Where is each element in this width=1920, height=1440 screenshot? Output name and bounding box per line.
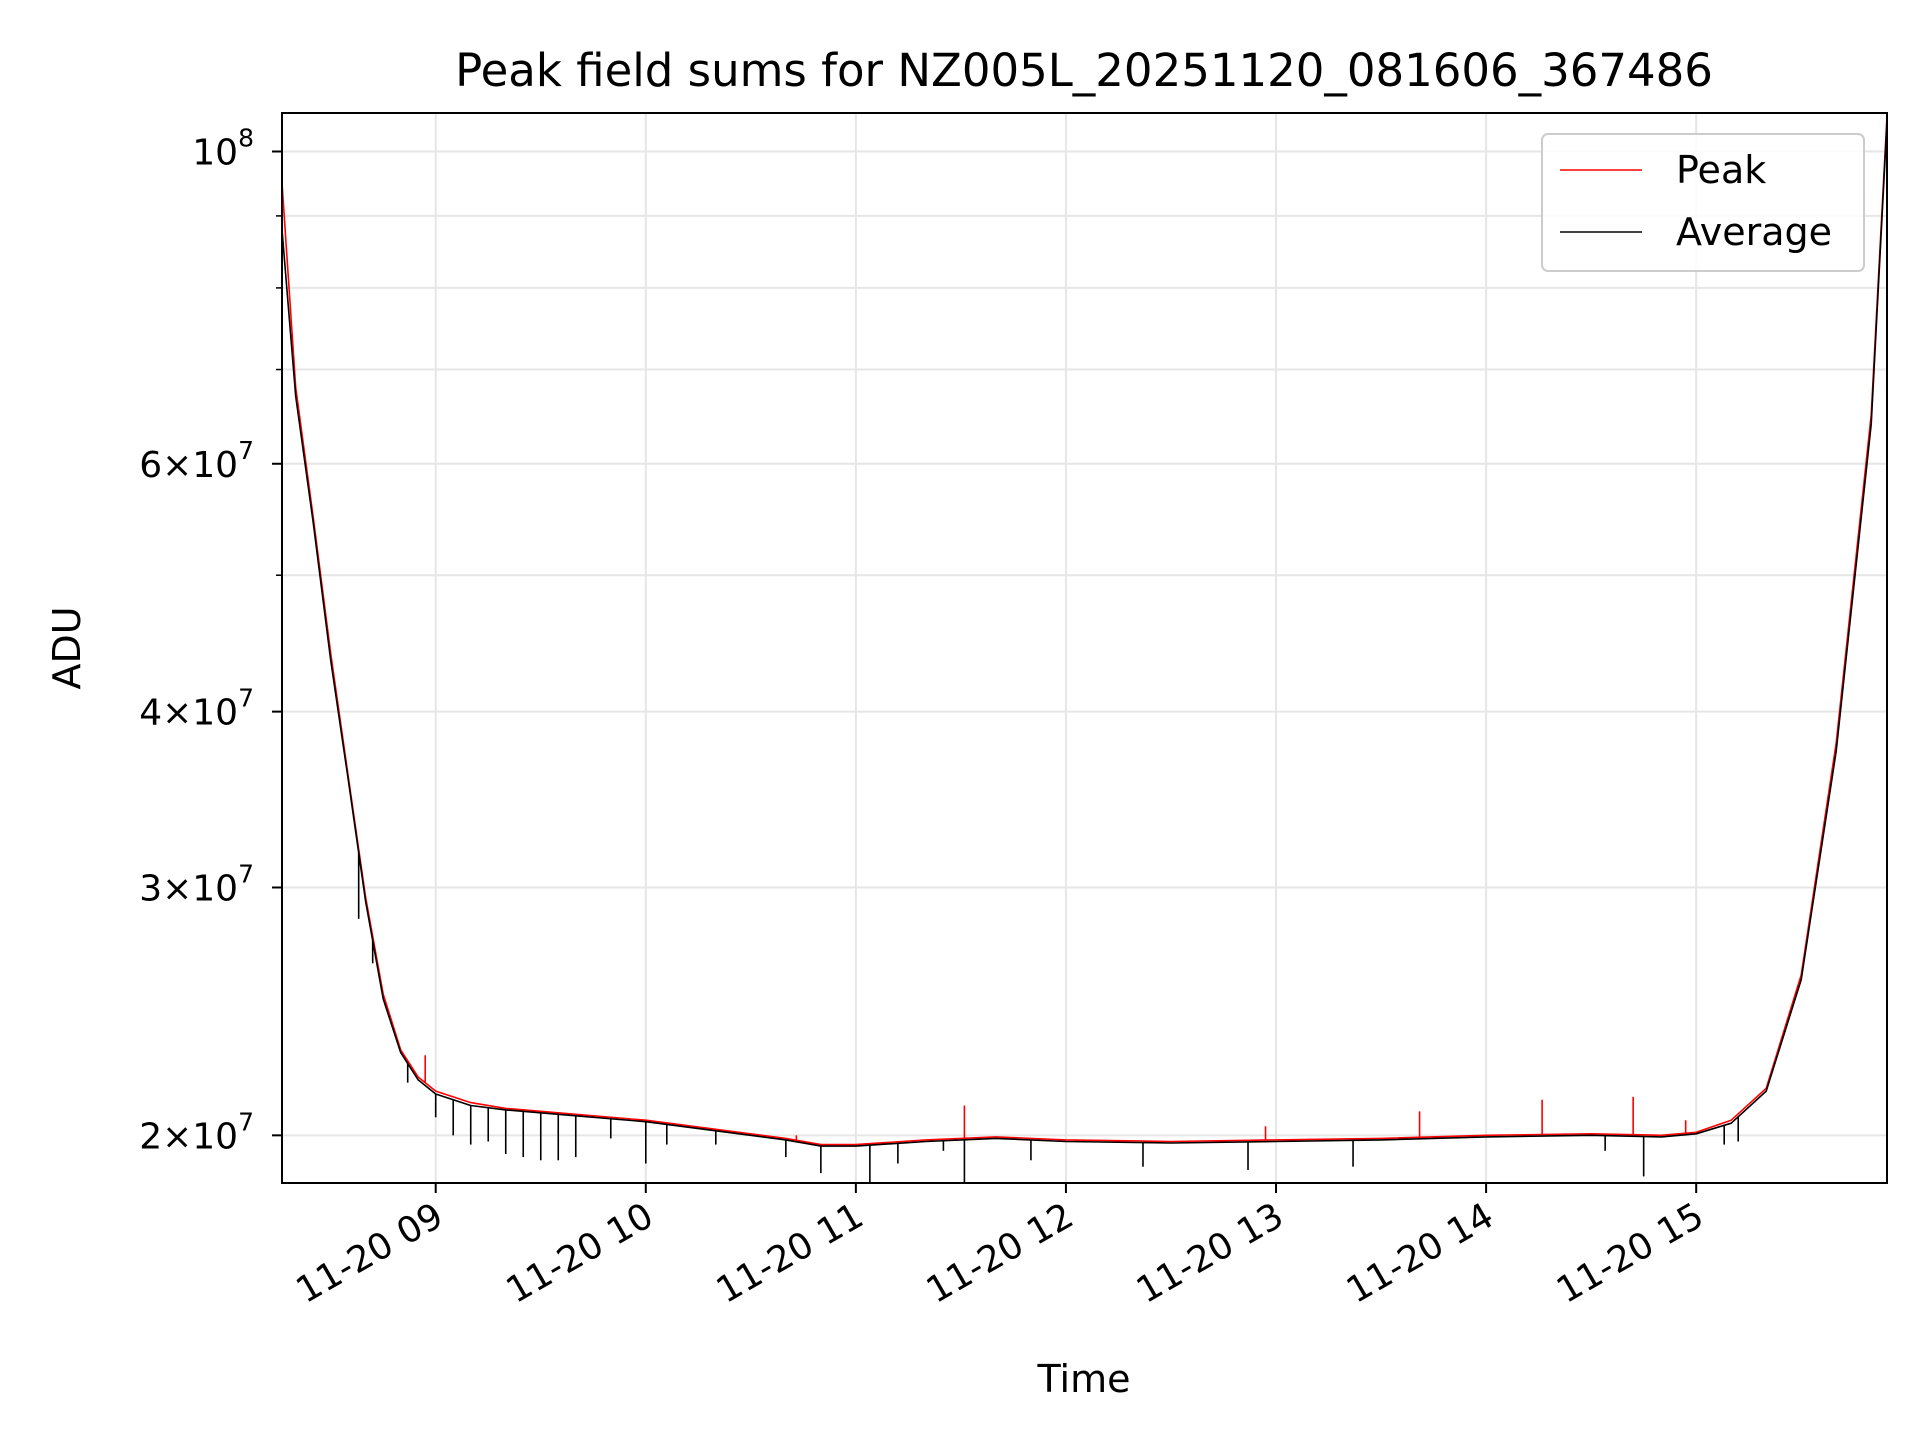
y-tick-label: 108 [192,123,254,173]
legend-label-peak: Peak [1676,148,1766,192]
series-average [282,121,1887,1183]
legend-box [1541,133,1865,272]
y-tick-base: 10 [192,132,238,173]
grid [282,113,1887,1183]
y-tick-label: 6×107 [139,436,254,486]
y-tick-label: 2×107 [139,1107,254,1157]
y-tick-base: 3×10 [139,868,238,909]
y-tick-exponent: 7 [238,1107,254,1136]
y-tick-base: 4×10 [139,693,238,734]
y-tick-base: 6×10 [139,445,238,486]
y-axis-label: ADU [45,606,89,689]
y-tick-exponent: 8 [238,123,254,152]
y-tick-label: 4×107 [139,684,254,734]
plot-frame [281,112,1888,1184]
y-tick-exponent: 7 [238,436,254,465]
series-line-average [282,121,1887,1147]
legend: Peak Average [1541,133,1865,272]
y-tick-exponent: 7 [238,684,254,713]
plot-series [282,115,1887,1183]
y-tick-label: 3×107 [139,859,254,909]
y-tick-exponent: 7 [238,859,254,888]
y-tick-base: 2×10 [139,1116,238,1157]
chart-title: Peak field sums for NZ005L_20251120_0816… [455,44,1713,97]
legend-label-average: Average [1676,210,1832,254]
x-axis-label: Time [1037,1357,1131,1401]
